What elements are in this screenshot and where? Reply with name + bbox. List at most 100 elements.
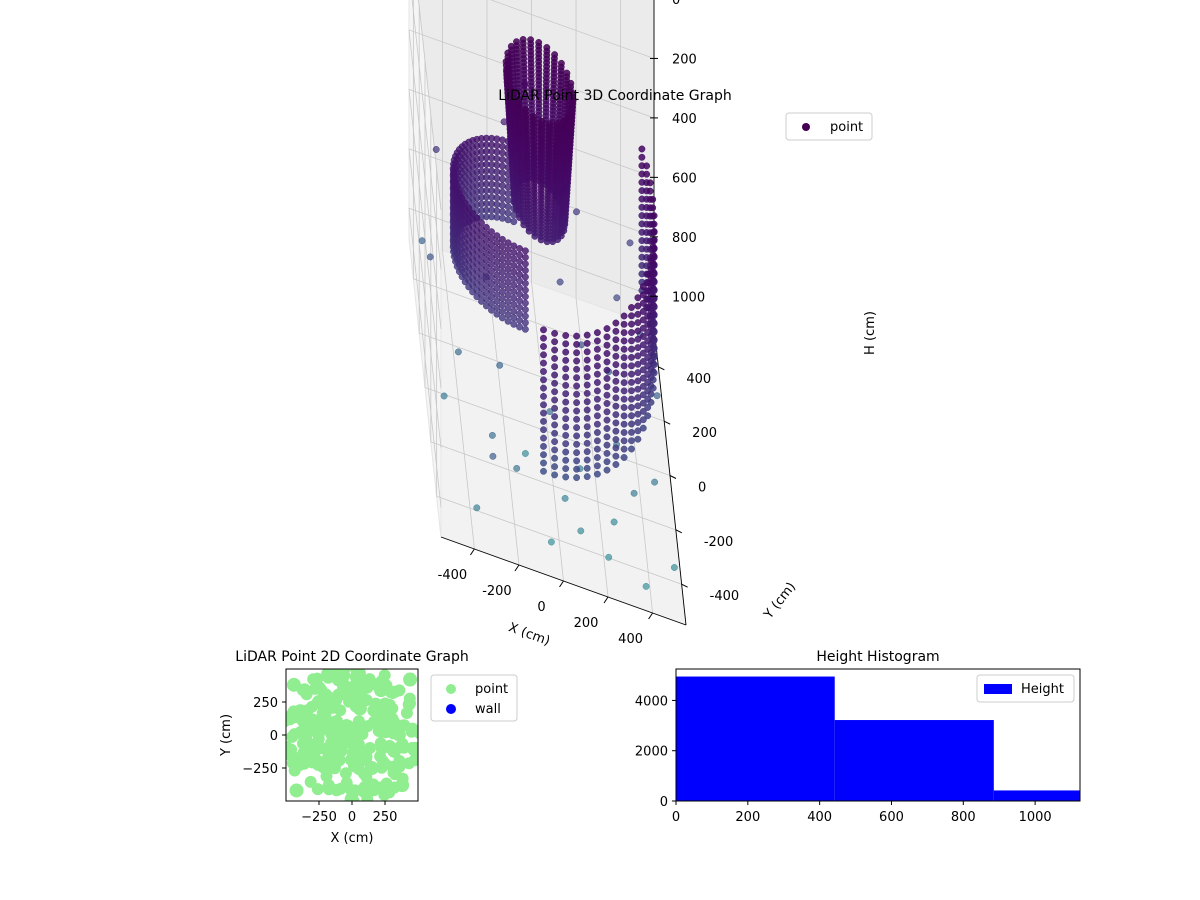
data-point xyxy=(521,253,529,261)
histogram-legend-swatch xyxy=(984,684,1012,694)
data-point xyxy=(603,425,611,432)
data-point xyxy=(620,362,628,370)
data-point xyxy=(562,340,570,348)
data-point xyxy=(573,357,581,365)
data-point xyxy=(612,344,620,352)
point-marker xyxy=(286,677,301,692)
data-point xyxy=(603,333,611,341)
data-point xyxy=(628,312,635,320)
data-point xyxy=(644,304,652,312)
data-point xyxy=(516,258,524,266)
y-tick-label: 250 xyxy=(253,696,278,711)
data-point xyxy=(593,362,601,370)
data-point xyxy=(551,463,559,471)
data-point xyxy=(593,370,601,378)
data-point xyxy=(516,290,524,298)
point-marker xyxy=(330,693,343,706)
data-point xyxy=(498,268,506,276)
data-point xyxy=(628,387,635,395)
histogram-ticks: 0 200 400 600 800 1000 0 2000 4000 xyxy=(635,694,1052,825)
data-point xyxy=(653,392,661,400)
data-point xyxy=(510,288,518,296)
data-point xyxy=(540,392,547,400)
data-point xyxy=(620,395,628,403)
y-tick-label: 400 xyxy=(686,372,711,387)
data-point xyxy=(498,136,506,144)
y-tick-label: 0 xyxy=(698,481,706,496)
data-point xyxy=(639,374,647,382)
data-point xyxy=(498,275,506,283)
data-point xyxy=(488,431,496,439)
2d-point-cloud xyxy=(286,669,418,801)
x-tick-label: 200 xyxy=(735,810,760,825)
data-point xyxy=(504,311,512,319)
data-point xyxy=(521,286,529,294)
data-point xyxy=(563,69,571,77)
data-point xyxy=(603,441,611,449)
2d-plot-title: LiDAR Point 2D Coordinate Graph xyxy=(235,649,468,665)
2d-legend-marker-point xyxy=(446,684,456,694)
data-point xyxy=(612,427,620,435)
data-point xyxy=(498,208,506,216)
data-point xyxy=(551,429,559,437)
data-point xyxy=(493,232,501,240)
data-point xyxy=(626,239,634,247)
data-point xyxy=(649,204,657,212)
point-marker xyxy=(348,748,360,761)
data-point xyxy=(504,291,512,299)
data-point xyxy=(498,162,506,170)
data-point xyxy=(643,170,651,178)
data-point xyxy=(650,228,658,235)
data-point xyxy=(612,444,620,452)
data-point xyxy=(593,429,601,436)
y-gridline xyxy=(436,169,682,585)
point-marker xyxy=(296,737,309,750)
data-point xyxy=(562,381,570,389)
point-marker xyxy=(317,761,330,774)
data-point xyxy=(612,394,620,402)
data-point xyxy=(504,190,512,198)
data-point xyxy=(510,242,518,250)
3d-z-axis-label: H (cm) xyxy=(863,311,878,355)
data-point xyxy=(644,337,652,345)
data-point xyxy=(521,306,529,314)
point-marker xyxy=(344,793,357,801)
data-point xyxy=(593,437,601,445)
h-tick-label: 0 xyxy=(672,0,680,8)
data-point xyxy=(489,452,497,460)
data-point xyxy=(603,400,611,407)
data-point xyxy=(647,265,655,273)
data-point xyxy=(540,334,547,342)
data-point xyxy=(628,428,635,436)
data-point xyxy=(634,352,642,360)
histogram-bars xyxy=(676,676,1080,801)
data-point xyxy=(564,112,572,120)
data-point xyxy=(551,454,559,462)
point-marker xyxy=(334,720,349,735)
point-marker xyxy=(344,681,357,694)
data-point xyxy=(516,264,524,272)
data-point xyxy=(583,448,591,456)
data-point xyxy=(551,421,559,429)
data-point xyxy=(628,353,635,361)
data-point xyxy=(634,294,642,302)
data-point xyxy=(540,368,547,375)
point-marker xyxy=(328,762,341,775)
y-tick-label: -200 xyxy=(704,535,734,550)
data-point xyxy=(562,456,570,464)
data-point xyxy=(573,332,581,340)
data-point xyxy=(551,338,559,346)
data-point xyxy=(634,410,642,418)
x-tick-label: 0 xyxy=(537,600,545,615)
height-histogram: Height Histogram 0 200 400 600 800 1000 0 2000 4… xyxy=(635,649,1081,825)
data-point xyxy=(569,90,577,97)
data-point xyxy=(612,319,620,327)
point-marker xyxy=(387,743,402,758)
data-point xyxy=(516,323,524,331)
data-point xyxy=(562,348,570,356)
data-point xyxy=(583,331,591,339)
data-point xyxy=(562,365,570,373)
2d-ticks: −250 0 250 250 0 −250 xyxy=(242,696,397,825)
data-point xyxy=(628,403,635,411)
data-point xyxy=(634,302,642,310)
